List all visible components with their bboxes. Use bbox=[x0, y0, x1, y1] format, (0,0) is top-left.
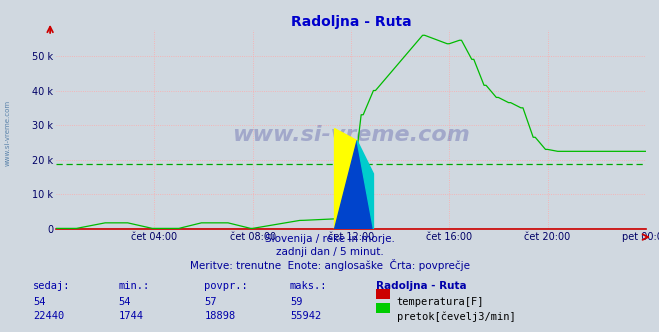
Text: www.si-vreme.com: www.si-vreme.com bbox=[5, 100, 11, 166]
Text: Radoljna - Ruta: Radoljna - Ruta bbox=[376, 281, 467, 290]
Text: min.:: min.: bbox=[119, 281, 150, 290]
Text: 18898: 18898 bbox=[204, 311, 235, 321]
Text: Meritve: trenutne  Enote: anglosaške  Črta: povprečje: Meritve: trenutne Enote: anglosaške Črta… bbox=[190, 259, 469, 271]
Text: 1744: 1744 bbox=[119, 311, 144, 321]
Text: 54: 54 bbox=[119, 297, 131, 307]
Polygon shape bbox=[335, 141, 374, 229]
Text: povpr.:: povpr.: bbox=[204, 281, 248, 290]
Text: sedaj:: sedaj: bbox=[33, 281, 71, 290]
Text: 22440: 22440 bbox=[33, 311, 64, 321]
Text: zadnji dan / 5 minut.: zadnji dan / 5 minut. bbox=[275, 247, 384, 257]
Text: 55942: 55942 bbox=[290, 311, 321, 321]
Text: 54: 54 bbox=[33, 297, 45, 307]
Polygon shape bbox=[335, 128, 357, 229]
Text: pretok[čevelj3/min]: pretok[čevelj3/min] bbox=[397, 311, 515, 322]
Text: Slovenija / reke in morje.: Slovenija / reke in morje. bbox=[264, 234, 395, 244]
Polygon shape bbox=[357, 141, 374, 229]
Text: maks.:: maks.: bbox=[290, 281, 328, 290]
Text: www.si-vreme.com: www.si-vreme.com bbox=[232, 125, 470, 145]
Title: Radoljna - Ruta: Radoljna - Ruta bbox=[291, 15, 411, 29]
Text: 57: 57 bbox=[204, 297, 217, 307]
Text: temperatura[F]: temperatura[F] bbox=[397, 297, 484, 307]
Text: 59: 59 bbox=[290, 297, 302, 307]
